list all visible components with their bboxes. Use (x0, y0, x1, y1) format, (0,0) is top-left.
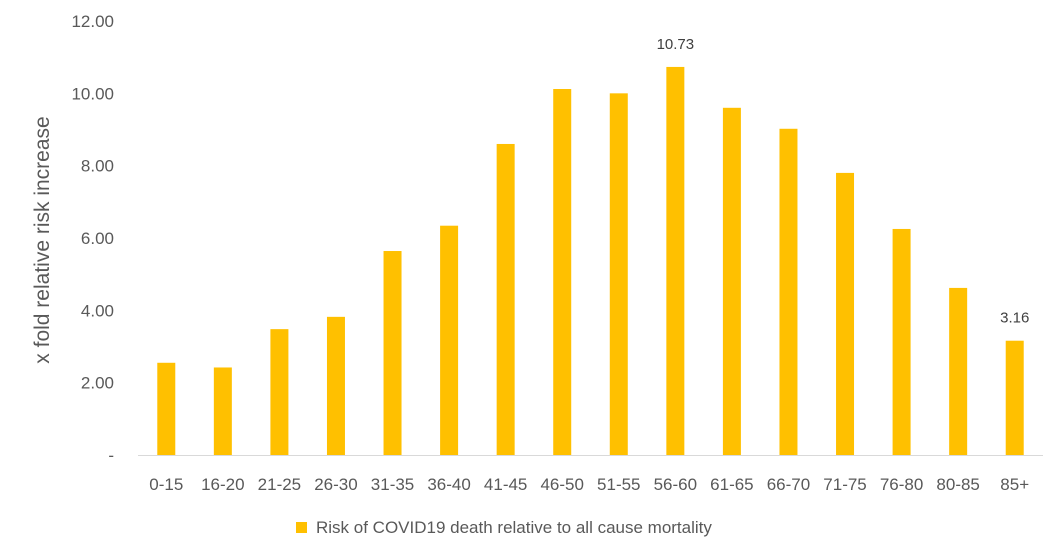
x-tick-label: 85+ (1000, 475, 1029, 494)
x-tick-label: 26-30 (314, 475, 357, 494)
legend: Risk of COVID19 death relative to all ca… (296, 518, 712, 537)
bar-36-40 (440, 225, 459, 455)
x-tick-label: 46-50 (540, 475, 583, 494)
bar-76-80 (892, 228, 911, 455)
bar-41-45 (496, 143, 515, 455)
x-tick-label: 80-85 (936, 475, 979, 494)
x-tick-label: 51-55 (597, 475, 640, 494)
x-tick-label: 31-35 (371, 475, 414, 494)
x-tick-label: 41-45 (484, 475, 527, 494)
y-tick-label: 6.00 (81, 229, 114, 248)
y-tick-label: 10.00 (71, 84, 114, 103)
y-axis-title: x fold relative risk increase (31, 116, 54, 363)
y-tick-label: 8.00 (81, 157, 114, 176)
x-tick-label: 66-70 (767, 475, 810, 494)
data-labels: 10.73 3.16 (657, 36, 1030, 327)
data-label: 10.73 (657, 36, 695, 53)
legend-label: Risk of COVID19 death relative to all ca… (316, 518, 712, 537)
y-tick-label: 2.00 (81, 374, 114, 393)
x-tick-label: 16-20 (201, 475, 244, 494)
legend-swatch (296, 522, 307, 533)
bars (157, 66, 1024, 456)
x-tick-label: 71-75 (823, 475, 866, 494)
bar-51-55 (609, 93, 628, 455)
bar-21-25 (270, 329, 289, 455)
bar-31-35 (383, 251, 402, 455)
x-tick-label: 76-80 (880, 475, 923, 494)
bar-26-30 (326, 316, 345, 455)
bar-71-75 (836, 172, 855, 455)
bar-16-20 (213, 367, 232, 455)
x-tick-label: 61-65 (710, 475, 753, 494)
bar-61-65 (722, 107, 741, 456)
y-axis-ticks: - 2.00 4.00 6.00 8.00 10.00 12.00 (71, 12, 114, 465)
x-tick-label: 0-15 (149, 475, 183, 494)
x-tick-label: 36-40 (427, 475, 470, 494)
bar-85+ (1005, 340, 1024, 455)
y-tick-label: - (108, 446, 114, 465)
x-tick-label: 56-60 (654, 475, 697, 494)
y-tick-label: 4.00 (81, 301, 114, 320)
y-tick-label: 12.00 (71, 12, 114, 31)
x-tick-label: 21-25 (258, 475, 301, 494)
bar-56-60 (666, 66, 685, 455)
x-axis-ticks: 0-15 16-20 21-25 26-30 31-35 36-40 41-45 46-50 5… (149, 475, 1029, 494)
bar-80-85 (949, 287, 968, 455)
bar-66-70 (779, 128, 798, 455)
bar-46-50 (553, 88, 572, 455)
data-label: 3.16 (1000, 310, 1029, 327)
bar-0-15 (157, 362, 176, 455)
